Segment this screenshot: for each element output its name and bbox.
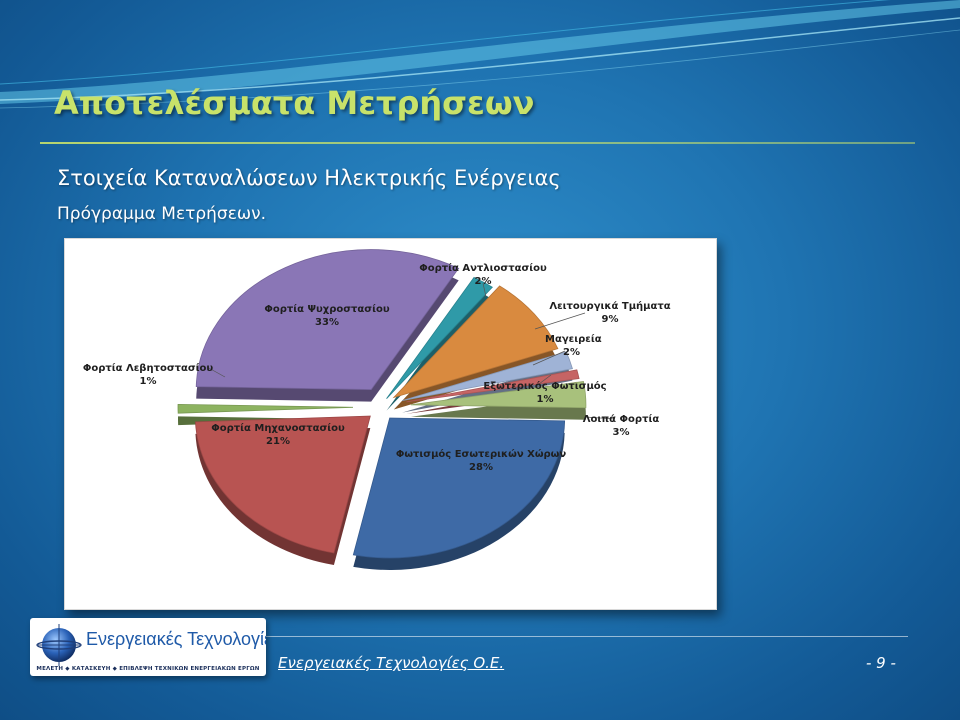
pie-slice [410,381,587,409]
logo-tagline: ΜΕΛΕΤΗ ◆ ΚΑΤΑΣΚΕΥΗ ◆ ΕΠΙΒΛΕΨΗ ΤΕΧΝΙΚΩΝ Ε… [36,666,260,672]
leader-line [482,282,487,298]
slice-percent-label: 2% [475,276,492,287]
slide-subtitle-secondary: Πρόγραμμα Μετρήσεων. [57,204,267,224]
slice-percent-label: 33% [315,317,339,328]
pie-chart-panel: Φορτία Αντλιοστασίου 2% Λειτουργικά Τμήματ… [64,238,717,610]
pie-slice [177,403,354,414]
title-underline [40,142,915,144]
slice-label: Φορτία Μηχανοστασίου [211,422,345,434]
pie-slice [392,285,559,399]
slice-label: Μαγειρεία [545,333,602,345]
slice-percent-label: 9% [602,314,619,325]
footer-divider [40,636,908,637]
page-number: - 9 - [866,654,896,672]
slice-label: Εξωτερικός Φωτισμός [483,380,606,392]
leader-line [534,374,552,388]
slice-percent-label: 1% [537,394,554,405]
pie-slice [406,369,580,403]
company-logo: Ενεργειακές Τεχνολογίες ΜΕΛΕΤΗ ◆ ΚΑΤΑΣΚΕ… [30,618,266,676]
slice-percent-label: 28% [469,462,493,473]
pie-slice [195,415,371,554]
slice-percent-label: 3% [613,427,630,438]
leader-line [206,366,226,378]
slide-subtitle-primary: Στοιχεία Καταναλώσεων Ηλεκτρικής Ενέργει… [57,166,561,190]
pie-slice [386,276,493,399]
pie-slice [401,351,573,402]
leader-line [584,416,616,420]
header-swoosh-decoration [0,0,960,109]
slice-label: Λειτουργικά Τμήματα [549,300,670,312]
globe-icon [36,624,82,666]
slice-label: Λοιπά Φορτία [583,413,660,425]
slice-label: Φορτία Ψυχροστασίου [264,303,389,315]
slice-percent-label: 2% [563,347,580,358]
pie-slice [352,417,566,559]
logo-company-name: Ενεργειακές Τεχνολογίες [86,629,266,649]
slice-percent-label: 21% [266,436,290,447]
slice-label: Φορτία Λεβητοστασίου [83,362,214,374]
pie-chart: Φορτία Αντλιοστασίου 2% Λειτουργικά Τμήματ… [83,249,671,570]
pie-slice [195,249,460,390]
slide-title: Αποτελέσματα Μετρήσεων [54,84,535,122]
slice-label: Φωτισμός Εσωτερικών Χώρων [396,448,567,460]
slice-label: Φορτία Αντλιοστασίου [419,262,547,274]
leader-line [534,312,586,330]
leader-line [532,350,566,366]
slice-percent-label: 1% [140,376,157,387]
footer-company-name: Ενεργειακές Τεχνολογίες Ο.Ε. [278,654,505,672]
